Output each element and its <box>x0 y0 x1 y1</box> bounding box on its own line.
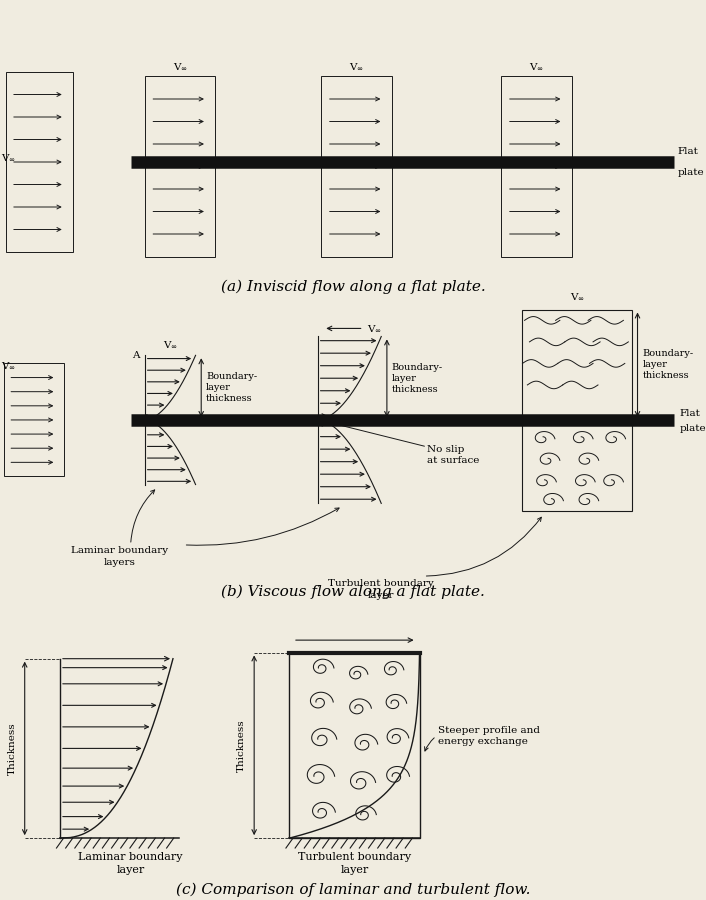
Bar <box>145 76 215 256</box>
Text: (c) Comparison of laminar and turbulent flow.: (c) Comparison of laminar and turbulent … <box>176 883 530 897</box>
Text: B: B <box>131 416 139 425</box>
Text: plate: plate <box>679 424 706 433</box>
Text: (a) Inviscid flow along a flat plate.: (a) Inviscid flow along a flat plate. <box>221 280 486 294</box>
Text: Laminar boundary
layer: Laminar boundary layer <box>78 851 183 875</box>
Text: V$_\infty$: V$_\infty$ <box>162 339 178 350</box>
Text: Boundary-
layer
thickness: Boundary- layer thickness <box>206 372 257 403</box>
Text: V$_\infty$: V$_\infty$ <box>172 61 188 72</box>
Text: Thickness: Thickness <box>8 722 16 775</box>
Bar <box>501 76 572 256</box>
Text: A: A <box>131 351 139 360</box>
Text: Turbulent boundary
layer: Turbulent boundary layer <box>298 851 412 875</box>
Text: plate: plate <box>678 168 705 177</box>
Text: V$_\infty$: V$_\infty$ <box>1 361 16 372</box>
Bar <box>321 76 392 256</box>
Text: Flat: Flat <box>679 409 700 418</box>
Text: Boundary-
layer
thickness: Boundary- layer thickness <box>642 349 693 381</box>
Bar <box>6 72 73 252</box>
Bar <box>289 652 420 838</box>
Text: Turbulent boundary
layer: Turbulent boundary layer <box>328 579 434 599</box>
Text: Laminar boundary
layers: Laminar boundary layers <box>71 546 169 567</box>
Text: V$_\infty$: V$_\infty$ <box>529 61 544 72</box>
Text: Flat: Flat <box>678 147 699 156</box>
Text: V$_\infty$: V$_\infty$ <box>349 61 364 72</box>
Text: (b) Viscous flow along a flat plate.: (b) Viscous flow along a flat plate. <box>221 584 485 598</box>
Text: Boundary-
layer
thickness: Boundary- layer thickness <box>392 363 443 394</box>
Text: Thickness: Thickness <box>237 719 246 771</box>
Text: No slip
at surface: No slip at surface <box>427 446 479 464</box>
Text: Steeper profile and
energy exchange: Steeper profile and energy exchange <box>438 725 539 746</box>
Bar <box>4 364 64 476</box>
Bar <box>522 310 632 511</box>
Text: V$_\infty$: V$_\infty$ <box>367 323 382 334</box>
Text: V$_\infty$: V$_\infty$ <box>1 152 16 163</box>
Text: V$_\infty$: V$_\infty$ <box>570 291 585 302</box>
